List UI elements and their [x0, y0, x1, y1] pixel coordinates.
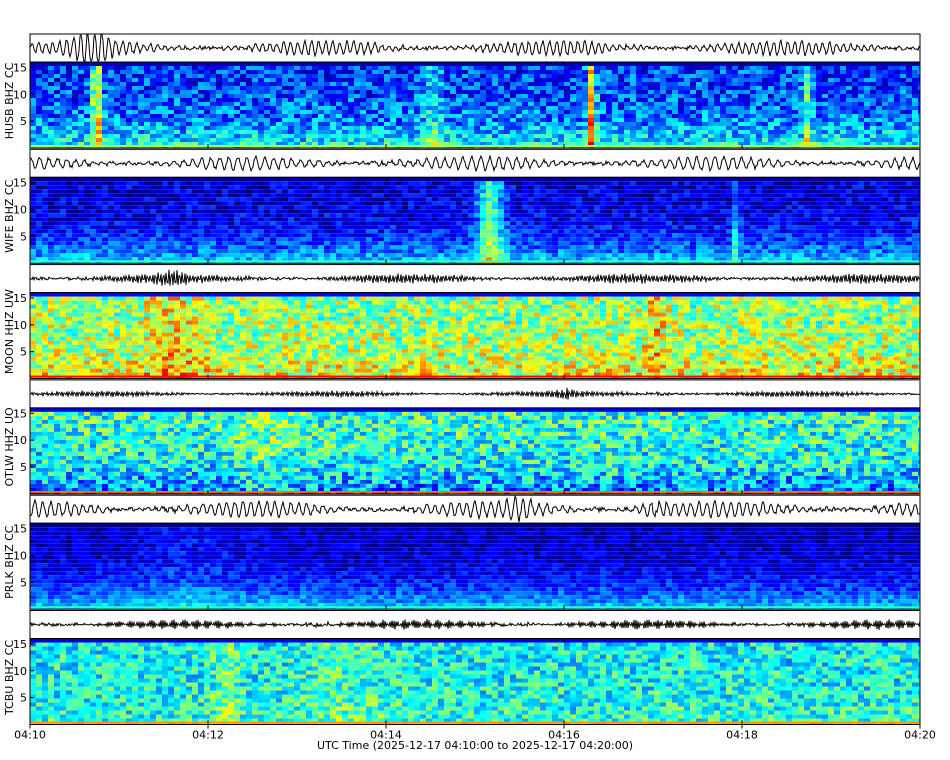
channel-label: OTLW HHZ UO: [3, 407, 16, 486]
y-tick-label: 5: [20, 461, 27, 474]
low-frequency-band: [30, 260, 920, 262]
y-tick-label: 5: [20, 692, 27, 705]
trace-background: [30, 495, 920, 523]
spectrogram-cells: [30, 177, 920, 263]
low-frequency-band: [30, 145, 920, 147]
x-tick-label: 04:10: [14, 729, 46, 742]
x-tick-label: 04:18: [726, 729, 758, 742]
x-tick-label: 04:12: [192, 729, 224, 742]
y-tick-label: 5: [20, 576, 27, 589]
spectrogram-cells: [30, 293, 920, 379]
channel-label: PRLK BHZ CC: [3, 525, 16, 599]
y-tick-label: 5: [20, 230, 27, 243]
x-axis-label: UTC Time (2025-12-17 04:10:00 to 2025-12…: [317, 739, 633, 752]
spectrogram-cells: [30, 523, 920, 609]
spectrogram-cells: [30, 408, 920, 494]
low-frequency-band: [30, 491, 920, 493]
channel-label: MOON HHZ UW: [3, 289, 16, 374]
channel-label: WIFE BHZ CC: [3, 179, 16, 252]
low-frequency-band: [30, 606, 920, 608]
spectrogram-cells: [30, 639, 920, 725]
y-tick-label: 5: [20, 115, 27, 128]
channel-label: HUSB BHZ CC: [3, 62, 16, 139]
channel-label: TCBU BHZ CC: [3, 640, 16, 716]
low-frequency-band: [30, 376, 920, 378]
spectrogram-cells: [30, 62, 920, 148]
y-tick-label: 5: [20, 346, 27, 359]
x-tick-label: 04:20: [904, 729, 936, 742]
low-frequency-band: [30, 722, 920, 724]
